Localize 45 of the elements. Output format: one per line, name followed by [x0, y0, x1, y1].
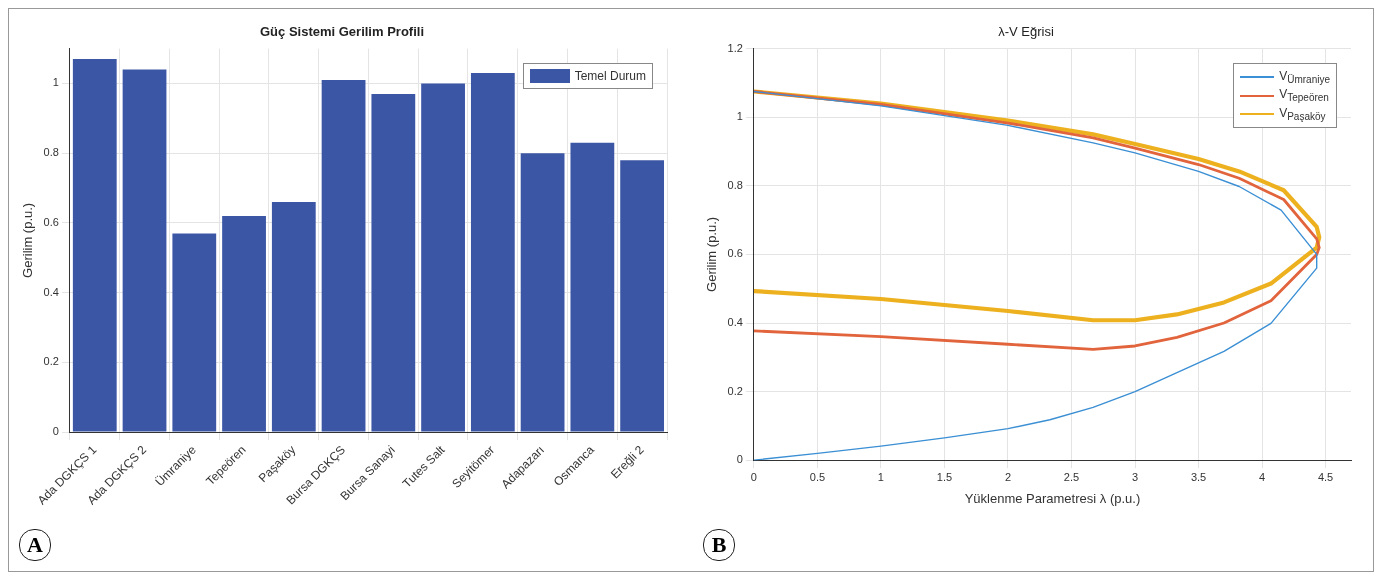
y-tick-label: 1.2 — [727, 41, 743, 54]
bar — [421, 83, 465, 432]
x-tick-label: 0.5 — [809, 470, 826, 483]
y-tick-label: 0.6 — [43, 215, 59, 228]
text: B — [703, 529, 735, 561]
y-tick-label: 0.8 — [727, 178, 743, 191]
x-tick-label: 0 — [750, 470, 757, 483]
text: A — [19, 529, 51, 561]
y-tick-label: 0.4 — [727, 316, 743, 329]
y-tick-label: 1 — [736, 110, 743, 123]
x-tick-label: 2 — [1004, 470, 1012, 483]
x-tick-label: 3.5 — [1190, 470, 1207, 483]
y-tick-label: 0 — [52, 425, 59, 438]
bar — [122, 69, 167, 432]
y-tick-label: 0.4 — [43, 285, 59, 298]
chart-title: λ-V Eğrisi — [998, 24, 1054, 40]
bar — [271, 202, 316, 432]
x-tick-label: 1.5 — [936, 470, 953, 483]
legend-label: Temel Durum — [574, 69, 646, 83]
bar — [520, 153, 565, 432]
x-tick-label: 2.5 — [1063, 470, 1080, 483]
x-tick-label: 1 — [877, 470, 884, 483]
chart-title: Güç Sistemi Gerilim Profili — [260, 24, 424, 40]
y-axis-title: Gerilim (p.u.) — [20, 202, 36, 278]
legend-label: V$_{Paşaköy}$ — [1279, 105, 1326, 123]
bar — [620, 160, 665, 432]
y-axis-title: Gerilim (p.u.) — [704, 216, 720, 292]
bar — [72, 59, 117, 432]
bar — [570, 142, 615, 432]
x-tick-label: 3 — [1131, 470, 1139, 483]
x-axis-title: Yüklenme Parametresi λ (p.u.) — [964, 490, 1141, 506]
y-tick-label: 0.6 — [727, 247, 743, 260]
bar — [321, 79, 366, 432]
y-tick-label: 0.2 — [43, 355, 59, 368]
legend-label: V$_{Tepeören}$ — [1279, 87, 1329, 104]
bar — [172, 233, 217, 432]
bar — [371, 93, 416, 432]
bar — [470, 73, 515, 432]
x-tick-label: 4.5 — [1317, 470, 1334, 483]
legend-label: V$_{Ümraniye}$ — [1279, 69, 1330, 86]
bar — [222, 215, 266, 432]
y-tick-label: 0.2 — [727, 384, 743, 397]
y-tick-label: 0.8 — [43, 146, 59, 159]
y-tick-label: 1 — [52, 76, 59, 89]
x-tick-label: 4 — [1259, 470, 1266, 483]
